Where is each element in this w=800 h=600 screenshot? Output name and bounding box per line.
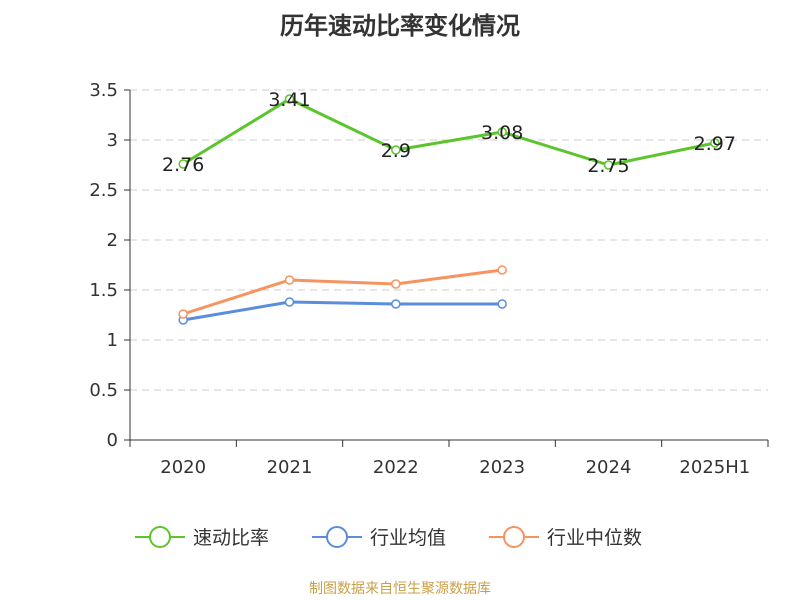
series-line — [181, 268, 504, 316]
legend-marker — [503, 526, 525, 548]
data-label: 2.76 — [162, 154, 204, 176]
legend-marker — [326, 526, 348, 548]
data-point — [391, 299, 401, 309]
data-labels: 2.76 3.41 2.9 3.08 2.75 2.97 — [162, 89, 736, 177]
data-label: 3.08 — [481, 122, 523, 144]
axes: 0 0.5 1 1.5 2 2.5 3 3.5 2020 2021 2022 2023 2024 2025… — [89, 80, 769, 478]
gridlines — [130, 89, 768, 391]
data-point — [178, 159, 188, 169]
legend-item[interactable]: 速动比率 — [135, 526, 269, 549]
data-point — [178, 309, 188, 319]
data-point — [497, 299, 507, 309]
data-label: 2.9 — [381, 140, 411, 162]
x-tick-label: 2021 — [267, 457, 313, 478]
series — [178, 94, 720, 325]
data-point — [284, 94, 295, 104]
data-label: 2.75 — [587, 155, 629, 177]
series-line — [181, 300, 504, 322]
x-tick-label: 2025H1 — [679, 457, 750, 478]
legend-label: 速动比率 — [193, 527, 269, 549]
legend-label: 行业中位数 — [547, 527, 642, 549]
data-label: 2.97 — [694, 133, 736, 155]
legend[interactable]: 速动比率 行业均值 行业中位数 — [135, 526, 642, 549]
legend-marker — [149, 526, 171, 548]
data-point — [391, 145, 401, 155]
legend-item[interactable]: 行业均值 — [312, 526, 446, 549]
y-tick-label: 2 — [107, 230, 118, 251]
y-tick-label: 3.5 — [89, 80, 118, 101]
y-tick-label: 0.5 — [89, 380, 118, 401]
x-tick-label: 2024 — [586, 457, 632, 478]
data-point — [284, 297, 295, 307]
legend-label: 行业均值 — [370, 527, 446, 549]
x-tick-label: 2022 — [373, 457, 419, 478]
data-point — [497, 127, 507, 137]
data-label: 3.41 — [268, 89, 310, 111]
y-tick-label: 1.5 — [89, 280, 118, 301]
data-point — [603, 160, 614, 170]
x-tick-label: 2020 — [160, 457, 206, 478]
chart-title: 历年速动比率变化情况 — [280, 12, 520, 40]
y-tick-label: 3 — [107, 130, 118, 151]
data-point — [391, 279, 401, 289]
data-point — [710, 138, 720, 148]
y-tick-label: 0 — [107, 430, 118, 451]
series-line — [181, 97, 717, 167]
source-note: 制图数据来自恒生聚源数据库 — [309, 581, 491, 597]
data-point — [497, 265, 507, 275]
data-point — [284, 275, 295, 285]
y-tick-label: 2.5 — [89, 180, 118, 201]
x-tick-label: 2023 — [479, 457, 525, 478]
legend-item[interactable]: 行业中位数 — [489, 526, 642, 549]
y-tick-label: 1 — [107, 330, 118, 351]
